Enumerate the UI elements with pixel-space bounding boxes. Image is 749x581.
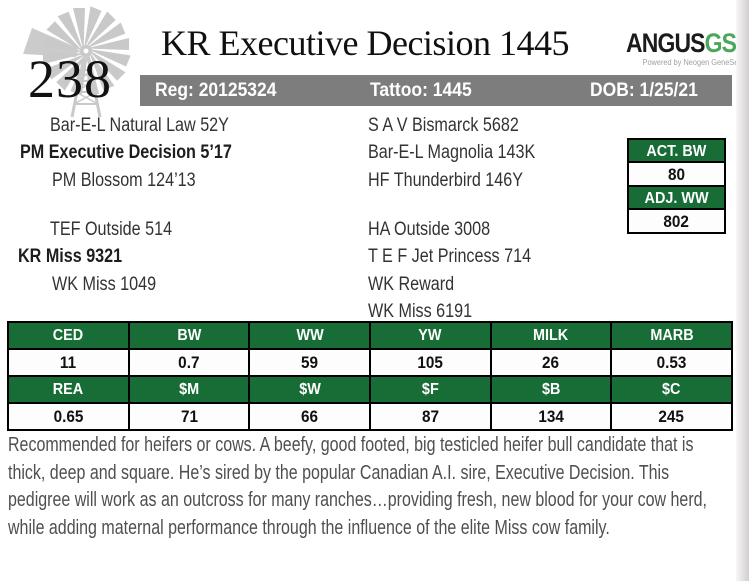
- pedigree-sire: PM Executive Decision 5’17: [20, 142, 232, 163]
- pedigree-ancestor: HF Thunderbird 146Y: [368, 170, 524, 191]
- angus-wordmark: ANGUS: [626, 28, 705, 58]
- adj-ww-header: ADJ. WW: [627, 185, 726, 210]
- angus-gs-tagline: Powered by Neogen GeneSeek: [642, 58, 747, 67]
- pedigree-ancestor: WK Miss 6191: [368, 301, 473, 322]
- epd-value-cell: 87: [368, 402, 492, 431]
- pedigree-paternal-grandsire: Bar-E-L Natural Law 52Y: [50, 115, 229, 136]
- epd-header-cell: WW: [248, 321, 371, 350]
- dob-value: DOB: 1/25/21: [590, 80, 698, 101]
- epd-header-cell: $W: [248, 375, 371, 404]
- adj-ww-value: 802: [627, 208, 726, 234]
- epd-value-cell: 0.65: [7, 402, 130, 431]
- epd-value-cell: 59: [248, 348, 371, 377]
- angus-gs-logo: ANGUSGS Powered by Neogen GeneSeek: [626, 30, 749, 68]
- epd-header-cell: $C: [610, 375, 733, 404]
- pedigree-maternal-granddam: WK Miss 1049: [52, 274, 157, 295]
- lot-number: 238: [28, 49, 112, 109]
- epd-header-row: CED BW WW YW MILK MARB: [7, 321, 733, 350]
- angus-gs-logo-text: ANGUSGS: [626, 30, 737, 57]
- epd-table: CED BW WW YW MILK MARB 11 0.7 59 105 26 …: [7, 321, 733, 431]
- pedigree-maternal-grandsire: TEF Outside 514: [50, 219, 173, 240]
- epd-header-cell: YW: [368, 321, 492, 350]
- epd-header-cell: $F: [368, 375, 492, 404]
- epd-value-row: 0.65 71 66 87 134 245: [7, 402, 733, 431]
- epd-value-cell: 0.7: [127, 348, 251, 377]
- epd-header-cell: MILK: [489, 321, 613, 350]
- epd-value-cell: 134: [489, 402, 613, 431]
- registration-info-bar: Reg: 20125324 Tattoo: 1445 DOB: 1/25/21: [140, 75, 732, 106]
- lot-description: Recommended for heifers or cows. A beefy…: [8, 434, 707, 539]
- epd-value-row: 11 0.7 59 105 26 0.53: [7, 348, 733, 377]
- epd-header-cell: CED: [7, 321, 130, 350]
- tattoo-number: Tattoo: 1445: [370, 80, 472, 101]
- epd-header-cell: $M: [127, 375, 251, 404]
- epd-value-cell: 26: [489, 348, 613, 377]
- epd-value-cell: 66: [248, 402, 371, 431]
- epd-header-cell: REA: [7, 375, 130, 404]
- epd-header-cell: BW: [127, 321, 251, 350]
- epd-value-cell: 0.53: [610, 348, 733, 377]
- pedigree-ancestor: T E F Jet Princess 714: [368, 246, 532, 267]
- act-bw-header: ACT. BW: [627, 138, 726, 163]
- pedigree-ancestor: Bar-E-L Magnolia 143K: [368, 142, 536, 163]
- pedigree-ancestor: WK Reward: [368, 274, 455, 295]
- gs-wordmark: GS: [704, 28, 737, 58]
- reg-number: Reg: 20125324: [155, 80, 277, 101]
- windmill-logo-icon: [18, 4, 136, 119]
- epd-value-cell: 11: [7, 348, 130, 377]
- epd-header-row: REA $M $W $F $B $C: [7, 375, 733, 404]
- pedigree-ancestor: HA Outside 3008: [368, 219, 491, 240]
- act-bw-value: 80: [627, 161, 726, 187]
- epd-value-cell: 71: [127, 402, 251, 431]
- epd-header-cell: MARB: [610, 321, 733, 350]
- pedigree-ancestor: S A V Bismarck 5682: [368, 115, 519, 136]
- page-title: KR Executive Decision 1445: [161, 23, 569, 63]
- pedigree-paternal-granddam: PM Blossom 124’13: [52, 170, 196, 191]
- page-edge-shadow: [736, 0, 749, 581]
- weight-stats: ACT. BW 80 ADJ. WW 802: [627, 138, 726, 234]
- epd-value-cell: 105: [368, 348, 492, 377]
- epd-value-cell: 245: [610, 402, 733, 431]
- pedigree-dam: KR Miss 9321: [18, 246, 123, 267]
- epd-header-cell: $B: [489, 375, 613, 404]
